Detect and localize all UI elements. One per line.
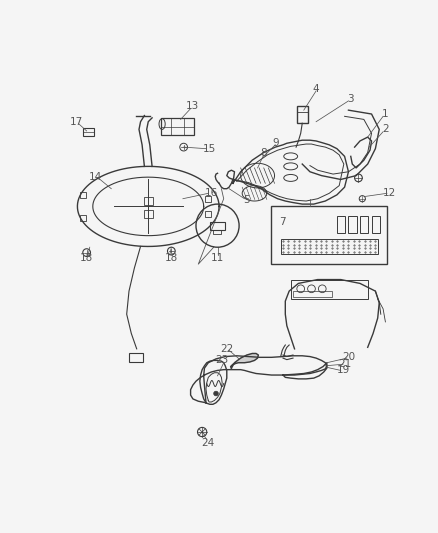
Bar — [144, 210, 153, 218]
Bar — [371, 216, 380, 232]
Bar — [210, 222, 225, 230]
Bar — [281, 239, 378, 254]
Text: 8: 8 — [261, 148, 267, 158]
Bar — [213, 230, 221, 234]
Text: 7: 7 — [279, 217, 286, 227]
Text: 19: 19 — [336, 366, 350, 375]
Text: 20: 20 — [343, 352, 356, 361]
Polygon shape — [231, 353, 258, 368]
Bar — [129, 353, 143, 362]
Text: 9: 9 — [272, 138, 279, 148]
Text: 2: 2 — [382, 124, 389, 134]
Bar — [205, 211, 212, 217]
Circle shape — [214, 391, 218, 396]
Text: 22: 22 — [220, 344, 233, 354]
Text: 16: 16 — [205, 188, 218, 198]
Bar — [360, 216, 368, 232]
Text: 12: 12 — [383, 188, 396, 198]
Text: 21: 21 — [339, 359, 352, 369]
Text: 3: 3 — [347, 94, 354, 104]
Text: 1: 1 — [382, 109, 389, 119]
Text: 15: 15 — [203, 144, 216, 154]
Bar — [80, 192, 86, 198]
Bar — [293, 291, 332, 297]
Text: 4: 4 — [313, 84, 319, 94]
Bar — [297, 106, 307, 123]
Bar — [205, 196, 212, 202]
Text: 17: 17 — [70, 117, 83, 127]
Bar — [83, 128, 94, 135]
Bar — [337, 216, 346, 232]
Text: 24: 24 — [201, 438, 215, 448]
Bar — [272, 206, 387, 264]
Text: 13: 13 — [186, 101, 200, 111]
Text: 18: 18 — [80, 253, 93, 263]
Bar — [80, 215, 86, 221]
Bar — [291, 280, 367, 299]
Text: 11: 11 — [211, 253, 224, 263]
Bar — [349, 216, 357, 232]
Text: 18: 18 — [165, 253, 178, 263]
Bar — [161, 118, 194, 135]
Text: 23: 23 — [215, 356, 228, 366]
Text: 5: 5 — [244, 195, 250, 205]
Bar — [144, 197, 153, 205]
Text: 14: 14 — [89, 172, 102, 182]
